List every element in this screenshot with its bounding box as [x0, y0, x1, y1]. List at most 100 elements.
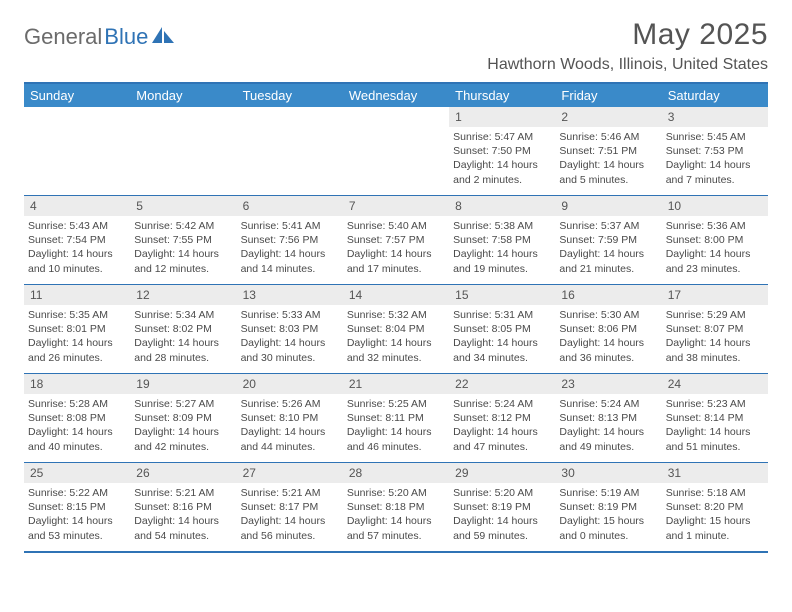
day-number: 27 [237, 463, 343, 483]
day-detail: Sunrise: 5:24 AMSunset: 8:13 PMDaylight:… [555, 394, 661, 458]
day-number: 30 [555, 463, 661, 483]
calendar-grid: SundayMondayTuesdayWednesdayThursdayFrid… [24, 82, 768, 553]
day-number: 25 [24, 463, 130, 483]
day-cell: 7Sunrise: 5:40 AMSunset: 7:57 PMDaylight… [343, 196, 449, 284]
day-header-cell: Saturday [662, 84, 768, 107]
day-detail: Sunrise: 5:43 AMSunset: 7:54 PMDaylight:… [24, 216, 130, 280]
day-number: 28 [343, 463, 449, 483]
day-number: 22 [449, 374, 555, 394]
logo-sail-icon [152, 27, 174, 43]
day-detail: Sunrise: 5:20 AMSunset: 8:19 PMDaylight:… [449, 483, 555, 547]
day-cell [130, 107, 236, 195]
day-cell: 4Sunrise: 5:43 AMSunset: 7:54 PMDaylight… [24, 196, 130, 284]
day-detail: Sunrise: 5:23 AMSunset: 8:14 PMDaylight:… [662, 394, 768, 458]
day-detail: Sunrise: 5:35 AMSunset: 8:01 PMDaylight:… [24, 305, 130, 369]
day-detail: Sunrise: 5:34 AMSunset: 8:02 PMDaylight:… [130, 305, 236, 369]
day-cell: 30Sunrise: 5:19 AMSunset: 8:19 PMDayligh… [555, 463, 661, 551]
day-detail: Sunrise: 5:20 AMSunset: 8:18 PMDaylight:… [343, 483, 449, 547]
week-row: 18Sunrise: 5:28 AMSunset: 8:08 PMDayligh… [24, 373, 768, 462]
logo-text-blue: Blue [104, 24, 148, 50]
day-cell: 17Sunrise: 5:29 AMSunset: 8:07 PMDayligh… [662, 285, 768, 373]
day-detail: Sunrise: 5:41 AMSunset: 7:56 PMDaylight:… [237, 216, 343, 280]
day-detail: Sunrise: 5:26 AMSunset: 8:10 PMDaylight:… [237, 394, 343, 458]
day-cell: 6Sunrise: 5:41 AMSunset: 7:56 PMDaylight… [237, 196, 343, 284]
day-detail: Sunrise: 5:33 AMSunset: 8:03 PMDaylight:… [237, 305, 343, 369]
day-number: 13 [237, 285, 343, 305]
day-number: 15 [449, 285, 555, 305]
day-cell: 2Sunrise: 5:46 AMSunset: 7:51 PMDaylight… [555, 107, 661, 195]
day-cell: 23Sunrise: 5:24 AMSunset: 8:13 PMDayligh… [555, 374, 661, 462]
day-cell: 18Sunrise: 5:28 AMSunset: 8:08 PMDayligh… [24, 374, 130, 462]
day-number: 26 [130, 463, 236, 483]
day-number: 10 [662, 196, 768, 216]
day-cell [24, 107, 130, 195]
day-cell [343, 107, 449, 195]
day-header-cell: Monday [130, 84, 236, 107]
day-number: 12 [130, 285, 236, 305]
day-cell: 10Sunrise: 5:36 AMSunset: 8:00 PMDayligh… [662, 196, 768, 284]
day-detail: Sunrise: 5:27 AMSunset: 8:09 PMDaylight:… [130, 394, 236, 458]
day-cell: 12Sunrise: 5:34 AMSunset: 8:02 PMDayligh… [130, 285, 236, 373]
day-number: 4 [24, 196, 130, 216]
logo-text-general: General [24, 24, 102, 50]
header: General Blue May 2025 Hawthorn Woods, Il… [24, 18, 768, 74]
day-cell: 11Sunrise: 5:35 AMSunset: 8:01 PMDayligh… [24, 285, 130, 373]
day-cell: 28Sunrise: 5:20 AMSunset: 8:18 PMDayligh… [343, 463, 449, 551]
day-detail: Sunrise: 5:30 AMSunset: 8:06 PMDaylight:… [555, 305, 661, 369]
day-cell: 15Sunrise: 5:31 AMSunset: 8:05 PMDayligh… [449, 285, 555, 373]
day-detail: Sunrise: 5:32 AMSunset: 8:04 PMDaylight:… [343, 305, 449, 369]
day-detail: Sunrise: 5:25 AMSunset: 8:11 PMDaylight:… [343, 394, 449, 458]
day-number: 5 [130, 196, 236, 216]
day-number: 2 [555, 107, 661, 127]
week-row: 4Sunrise: 5:43 AMSunset: 7:54 PMDaylight… [24, 195, 768, 284]
day-number: 9 [555, 196, 661, 216]
week-row: 25Sunrise: 5:22 AMSunset: 8:15 PMDayligh… [24, 462, 768, 551]
day-detail: Sunrise: 5:21 AMSunset: 8:17 PMDaylight:… [237, 483, 343, 547]
day-cell: 20Sunrise: 5:26 AMSunset: 8:10 PMDayligh… [237, 374, 343, 462]
day-cell: 31Sunrise: 5:18 AMSunset: 8:20 PMDayligh… [662, 463, 768, 551]
calendar-page: General Blue May 2025 Hawthorn Woods, Il… [0, 0, 792, 563]
week-row: 1Sunrise: 5:47 AMSunset: 7:50 PMDaylight… [24, 107, 768, 195]
day-detail: Sunrise: 5:31 AMSunset: 8:05 PMDaylight:… [449, 305, 555, 369]
location-text: Hawthorn Woods, Illinois, United States [487, 56, 768, 74]
day-cell: 26Sunrise: 5:21 AMSunset: 8:16 PMDayligh… [130, 463, 236, 551]
day-header-cell: Friday [555, 84, 661, 107]
day-detail: Sunrise: 5:42 AMSunset: 7:55 PMDaylight:… [130, 216, 236, 280]
day-detail: Sunrise: 5:45 AMSunset: 7:53 PMDaylight:… [662, 127, 768, 191]
day-cell: 1Sunrise: 5:47 AMSunset: 7:50 PMDaylight… [449, 107, 555, 195]
day-detail: Sunrise: 5:36 AMSunset: 8:00 PMDaylight:… [662, 216, 768, 280]
day-cell: 9Sunrise: 5:37 AMSunset: 7:59 PMDaylight… [555, 196, 661, 284]
day-header-cell: Thursday [449, 84, 555, 107]
day-number: 19 [130, 374, 236, 394]
day-cell: 16Sunrise: 5:30 AMSunset: 8:06 PMDayligh… [555, 285, 661, 373]
day-number: 6 [237, 196, 343, 216]
day-detail: Sunrise: 5:22 AMSunset: 8:15 PMDaylight:… [24, 483, 130, 547]
day-number: 23 [555, 374, 661, 394]
day-number: 18 [24, 374, 130, 394]
day-detail: Sunrise: 5:21 AMSunset: 8:16 PMDaylight:… [130, 483, 236, 547]
day-detail: Sunrise: 5:24 AMSunset: 8:12 PMDaylight:… [449, 394, 555, 458]
day-number: 17 [662, 285, 768, 305]
day-number: 1 [449, 107, 555, 127]
day-cell: 3Sunrise: 5:45 AMSunset: 7:53 PMDaylight… [662, 107, 768, 195]
day-cell: 27Sunrise: 5:21 AMSunset: 8:17 PMDayligh… [237, 463, 343, 551]
day-number: 16 [555, 285, 661, 305]
day-cell: 19Sunrise: 5:27 AMSunset: 8:09 PMDayligh… [130, 374, 236, 462]
day-number: 24 [662, 374, 768, 394]
day-detail: Sunrise: 5:46 AMSunset: 7:51 PMDaylight:… [555, 127, 661, 191]
logo: General Blue [24, 18, 174, 50]
day-number: 31 [662, 463, 768, 483]
day-detail: Sunrise: 5:19 AMSunset: 8:19 PMDaylight:… [555, 483, 661, 547]
day-detail: Sunrise: 5:47 AMSunset: 7:50 PMDaylight:… [449, 127, 555, 191]
day-number: 20 [237, 374, 343, 394]
day-detail: Sunrise: 5:28 AMSunset: 8:08 PMDaylight:… [24, 394, 130, 458]
day-header-cell: Tuesday [237, 84, 343, 107]
week-row: 11Sunrise: 5:35 AMSunset: 8:01 PMDayligh… [24, 284, 768, 373]
day-cell: 24Sunrise: 5:23 AMSunset: 8:14 PMDayligh… [662, 374, 768, 462]
day-number: 14 [343, 285, 449, 305]
day-detail: Sunrise: 5:37 AMSunset: 7:59 PMDaylight:… [555, 216, 661, 280]
day-header-row: SundayMondayTuesdayWednesdayThursdayFrid… [24, 84, 768, 107]
day-number: 29 [449, 463, 555, 483]
day-cell: 25Sunrise: 5:22 AMSunset: 8:15 PMDayligh… [24, 463, 130, 551]
day-detail: Sunrise: 5:29 AMSunset: 8:07 PMDaylight:… [662, 305, 768, 369]
